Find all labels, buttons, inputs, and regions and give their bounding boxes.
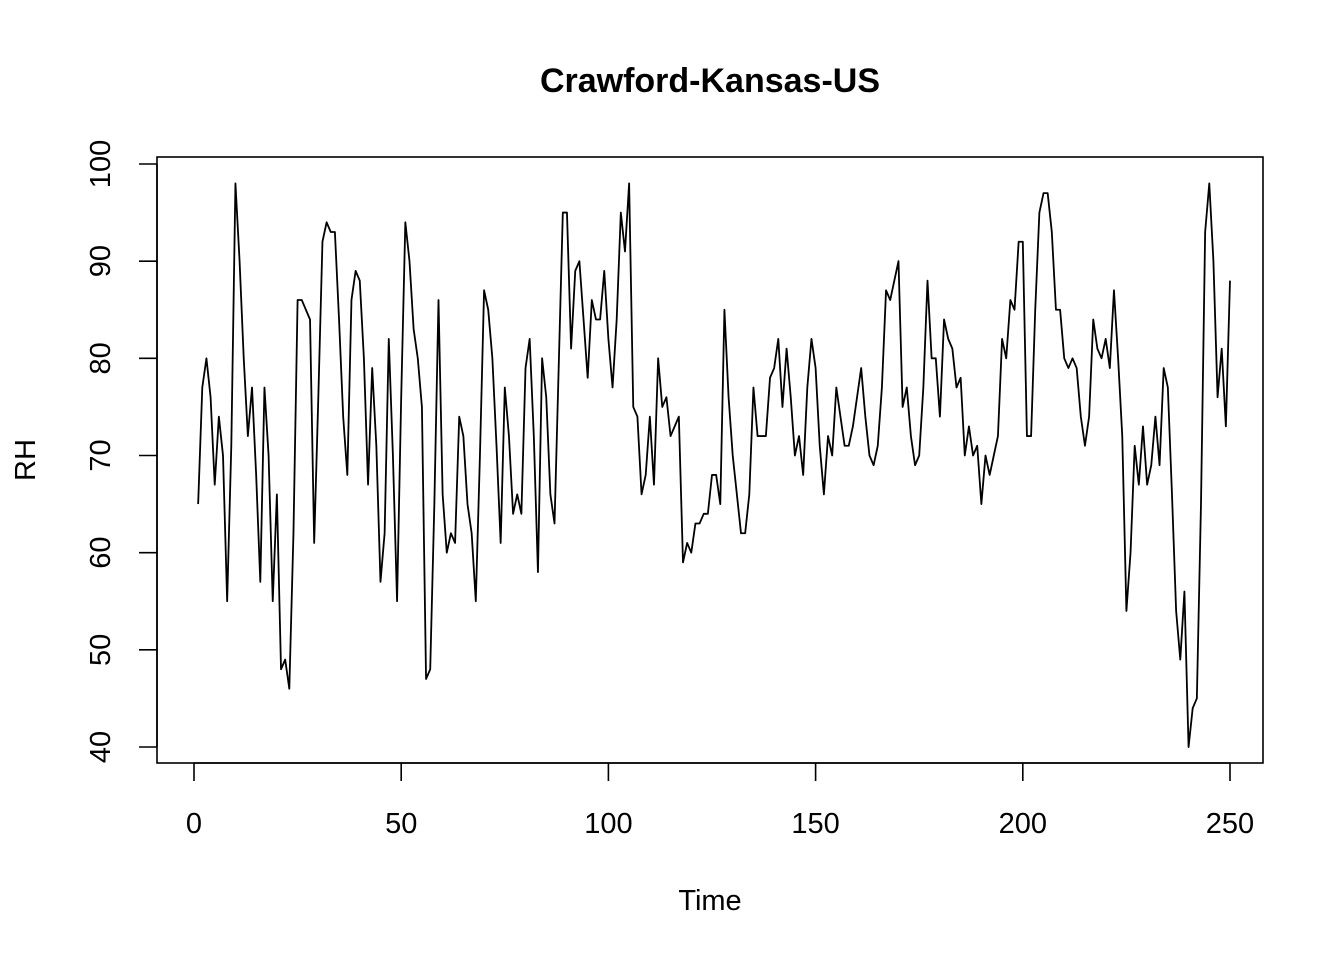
y-tick-label: 70	[85, 439, 117, 471]
x-tick-label: 250	[1206, 808, 1254, 840]
y-tick-label: 100	[85, 140, 117, 188]
x-axis-label: Time	[678, 885, 741, 917]
y-axis-label: RH	[10, 439, 42, 481]
series-group	[197, 182, 1231, 748]
x-tick-label: 0	[186, 808, 202, 840]
y-tick-label: 50	[85, 634, 117, 666]
y-tick-label: 90	[85, 245, 117, 277]
y-tick-label: 60	[85, 537, 117, 569]
y-tick-label: 80	[85, 342, 117, 374]
x-axis: 0 50 100 150 200 250	[186, 762, 1254, 840]
x-tick-label: 50	[385, 808, 417, 840]
y-axis: 40 50 60 70 80 90 100	[85, 140, 158, 763]
series-line	[197, 182, 1231, 748]
chart-title: Crawford-Kansas-US	[540, 62, 880, 100]
x-tick-label: 100	[584, 808, 632, 840]
x-tick-label: 150	[791, 808, 839, 840]
y-tick-label: 40	[85, 731, 117, 763]
x-tick-label: 200	[999, 808, 1047, 840]
